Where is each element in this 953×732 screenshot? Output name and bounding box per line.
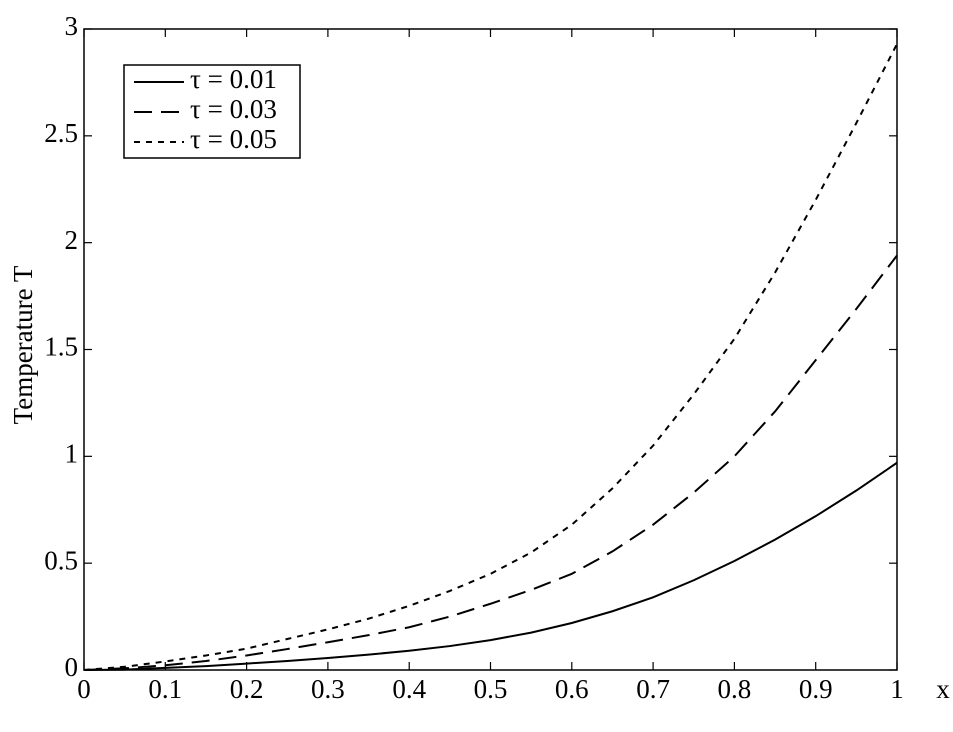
x-tick-label: 0 — [77, 674, 91, 704]
y-tick-label: 2.5 — [44, 118, 78, 148]
y-tick-label: 0 — [65, 652, 79, 682]
x-tick-label: 0.5 — [474, 674, 508, 704]
x-tick-label: 0.7 — [636, 674, 670, 704]
legend-label: τ = 0.03 — [190, 94, 277, 124]
x-tick-label: 0.1 — [148, 674, 182, 704]
x-tick-label: 0.3 — [311, 674, 345, 704]
x-tick-label: 1 — [890, 674, 904, 704]
y-tick-label: 1 — [65, 439, 79, 469]
y-axis-label: Temperature T — [8, 265, 38, 424]
series-line — [83, 43, 898, 671]
y-tick-label: 1.5 — [44, 332, 78, 362]
series-line — [83, 461, 898, 671]
x-tick-label: 0.4 — [392, 674, 426, 704]
y-tick-label: 0.5 — [44, 545, 78, 575]
y-tick-label: 3 — [65, 11, 79, 41]
legend-label: τ = 0.05 — [190, 124, 277, 154]
x-tick-label: 0.6 — [555, 674, 589, 704]
x-tick-label: 0.9 — [799, 674, 833, 704]
y-tick-label: 2 — [65, 225, 79, 255]
x-axis-label: x — [936, 674, 950, 704]
legend-box — [123, 64, 301, 159]
series-line — [83, 254, 898, 671]
legend-label: τ = 0.01 — [190, 64, 277, 94]
x-tick-label: 0.2 — [230, 674, 264, 704]
x-tick-label: 0.8 — [718, 674, 752, 704]
